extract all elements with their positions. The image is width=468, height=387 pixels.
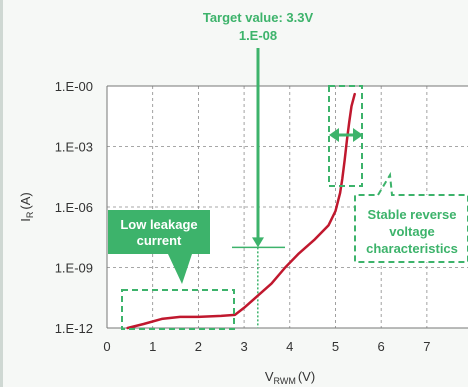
low-leakage-callout: Low leakage current: [108, 210, 235, 330]
x-tick-label: 6: [378, 339, 385, 354]
y-tick-labels: 1.E-00 1.E-03 1.E-06 1.E-09 1.E-12: [55, 79, 93, 336]
stable-voltage-bubble: [354, 171, 468, 263]
left-edge-stripe: [0, 0, 3, 387]
x-tick-label: 7: [423, 339, 430, 354]
target-value: 1.E-08: [239, 28, 277, 43]
y-axis-title-main: I: [18, 218, 33, 222]
stable-arrow-right: [353, 128, 363, 142]
x-tick-labels: 0 1 2 3 4 5 6 7: [103, 339, 430, 354]
y-tick-label: 1.E-12: [55, 321, 93, 336]
stable-arrow-left: [329, 128, 339, 142]
x-tick-label: 3: [240, 339, 247, 354]
target-title: Target value: 3.3V: [203, 10, 314, 25]
x-axis-title-sub: RWM: [273, 376, 295, 386]
x-axis-title: VRWM (V): [265, 369, 315, 386]
low-leakage-region: [121, 289, 235, 330]
x-tick-label: 4: [286, 339, 293, 354]
y-tick-label: 1.E-03: [55, 140, 93, 155]
x-tick-label: 5: [332, 339, 339, 354]
low-leakage-bubble: [108, 210, 210, 284]
series-line: [126, 92, 356, 330]
low-leakage-line2: current: [137, 233, 182, 248]
x-tick-label: 0: [103, 339, 110, 354]
x-tick-label: 1: [149, 339, 156, 354]
y-axis-title-unit: (A): [18, 192, 33, 209]
stable-line2: voltage: [389, 224, 435, 239]
target-annotation: Target value: 3.3V 1.E-08: [203, 10, 314, 328]
y-tick-label: 1.E-06: [55, 200, 93, 215]
y-tick-label: 1.E-09: [55, 261, 93, 276]
stable-line1: Stable reverse: [368, 207, 457, 222]
x-tick-label: 2: [195, 339, 202, 354]
y-axis-title-sub: R: [25, 211, 35, 218]
stable-line3: characteristics: [366, 241, 458, 256]
y-axis-title: IR (A): [18, 192, 35, 221]
x-axis-title-main: V: [265, 369, 274, 384]
stable-voltage-region: [328, 85, 363, 187]
y-tick-label: 1.E-00: [55, 79, 93, 94]
stable-voltage-callout: Stable reverse voltage characteristics: [328, 85, 468, 263]
target-arrow-head: [252, 237, 264, 248]
low-leakage-line1: Low leakage: [120, 217, 197, 232]
x-axis-title-unit: (V): [298, 369, 315, 384]
